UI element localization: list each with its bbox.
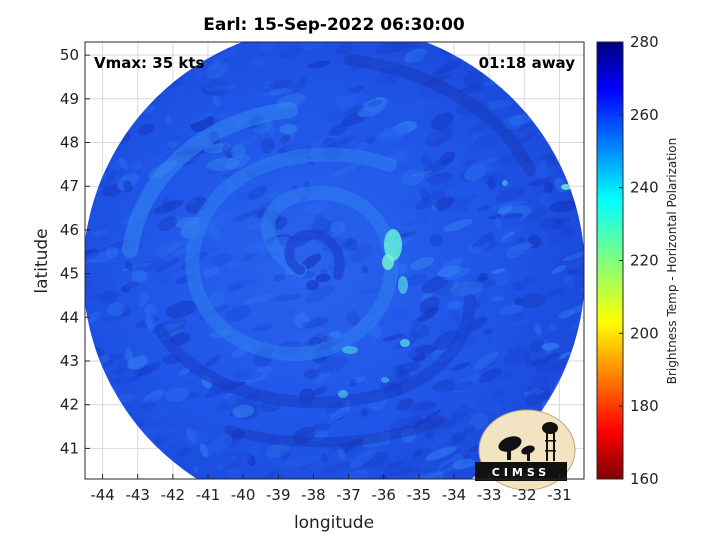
x-tick-label: -33 — [477, 486, 502, 504]
x-tick-label: -37 — [336, 486, 361, 504]
x-axis-label: longitude — [294, 513, 374, 533]
colorbar-tick-label: 240 — [630, 179, 659, 197]
x-tick-label: -34 — [442, 486, 467, 504]
y-tick-label: 47 — [60, 177, 79, 195]
y-tick-label: 48 — [60, 134, 79, 152]
x-tick-label: -44 — [90, 486, 115, 504]
y-tick-label: 45 — [60, 265, 79, 283]
x-tick-label: -38 — [301, 486, 326, 504]
y-tick-label: 41 — [60, 439, 79, 457]
x-tick-label: -36 — [371, 486, 396, 504]
logo-text: CIMSS — [492, 466, 550, 479]
y-tick-label: 46 — [60, 221, 79, 239]
spiral-bands — [122, 54, 536, 448]
y-tick-label: 50 — [60, 46, 79, 64]
x-tick-label: -41 — [196, 486, 221, 504]
colorbar: 160 180 200 220 240 260 280 Brightness Temp - … — [596, 33, 679, 488]
colorbar-ticks: 160 180 200 220 240 260 280 — [619, 33, 659, 488]
cold-cloud-spots — [338, 180, 571, 398]
y-axis-ticks: 41 42 43 44 45 46 47 48 49 50 — [60, 46, 90, 457]
x-tick-label: -31 — [547, 486, 572, 504]
chart-title: Earl: 15-Sep-2022 06:30:00 — [203, 15, 465, 35]
colorbar-tick-label: 160 — [630, 470, 659, 488]
x-tick-label: -32 — [512, 486, 537, 504]
colorbar-tick-label: 260 — [630, 106, 659, 124]
y-tick-label: 44 — [60, 308, 79, 326]
x-tick-label: -40 — [231, 486, 256, 504]
time-away-label: 01:18 away — [479, 54, 576, 72]
axes-frame — [84, 41, 585, 480]
x-tick-label: -39 — [266, 486, 291, 504]
x-axis-ticks: -44 -43 -42 -41 -40 -39 -38 -37 -36 -35 -34 -33 -32-… — [90, 474, 572, 504]
x-tick-label: -43 — [125, 486, 150, 504]
colorbar-tick-label: 220 — [630, 252, 659, 270]
x-tick-label: -42 — [161, 486, 186, 504]
cimss-logo: CIMSS — [475, 409, 576, 491]
colorbar-tick-label: 180 — [630, 397, 659, 415]
y-tick-label: 49 — [60, 90, 79, 108]
y-tick-label: 43 — [60, 352, 79, 370]
colorbar-tick-label: 280 — [630, 33, 659, 51]
y-axis-label: latitude — [32, 228, 52, 293]
y-tick-label: 42 — [60, 396, 79, 414]
vmax-label: Vmax: 35 kts — [94, 54, 204, 72]
colorbar-tick-label: 200 — [630, 324, 659, 342]
colorbar-label: Brightness Temp - Horizontal Polarizatio… — [665, 138, 679, 385]
x-tick-label: -35 — [407, 486, 432, 504]
